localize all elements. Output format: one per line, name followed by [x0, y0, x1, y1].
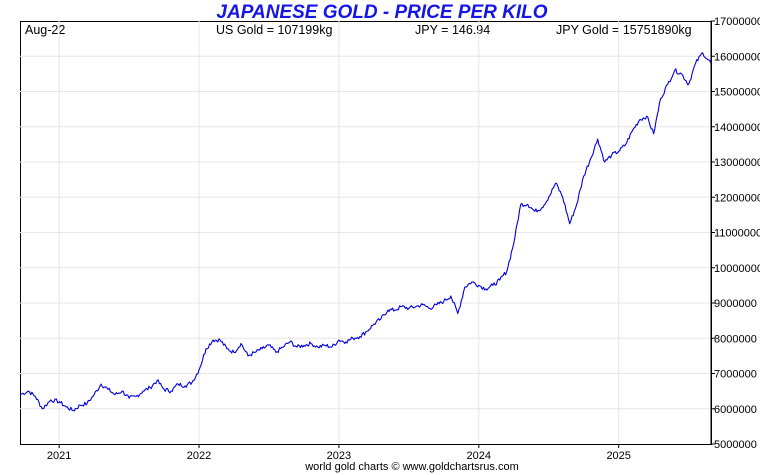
header-jpy-gold: JPY Gold = 15751890kg: [556, 23, 692, 37]
x-tick-label: 2024: [467, 450, 491, 462]
header-us-gold: US Gold = 107199kg: [216, 23, 333, 37]
y-tick-label: 7000000: [714, 369, 757, 381]
header-date: Aug-22: [25, 23, 66, 37]
y-tick-label: 12000000: [714, 192, 760, 204]
x-tick-label: 2022: [187, 450, 211, 462]
y-tick-label: 8000000: [714, 333, 757, 345]
price-series-line: [19, 52, 712, 412]
y-tick-label: 10000000: [714, 263, 760, 275]
y-tick-label: 9000000: [714, 298, 757, 310]
y-tick-label: 16000000: [714, 51, 760, 63]
y-tick-label: 17000000: [714, 16, 760, 28]
y-tick-label: 14000000: [714, 122, 760, 134]
y-tick-label: 5000000: [714, 439, 757, 451]
x-tick-label: 2023: [327, 450, 351, 462]
header-jpy-rate: JPY = 146.94: [415, 23, 491, 37]
y-tick-label: 15000000: [714, 87, 760, 99]
y-tick-label: 11000000: [714, 228, 760, 240]
x-tick-label: 2021: [47, 450, 71, 462]
footer-credit: world gold charts © www.goldchartsrus.co…: [305, 461, 519, 473]
y-tick-label: 13000000: [714, 157, 760, 169]
y-tick-label: 6000000: [714, 404, 757, 416]
x-tick-label: 2025: [606, 450, 630, 462]
chart-title: JAPANESE GOLD - PRICE PER KILO: [216, 2, 548, 23]
